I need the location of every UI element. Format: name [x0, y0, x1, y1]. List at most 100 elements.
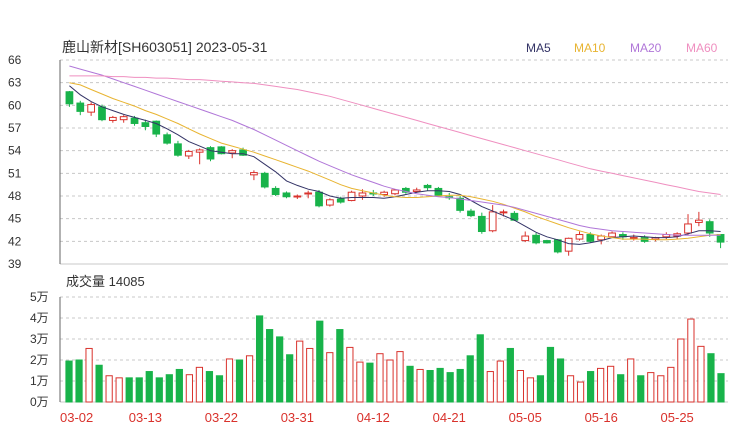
volume-bar [607, 365, 615, 403]
volume-title: 成交量 14085 [66, 274, 145, 289]
volume-bar [396, 351, 404, 403]
moving-average-lines [69, 65, 721, 245]
volume-bar [717, 373, 725, 403]
date-tick-label: 03-13 [129, 410, 162, 425]
volume-bar [627, 358, 635, 403]
volume-bar [486, 371, 494, 403]
volume-bar [215, 375, 224, 403]
volume-bar [677, 338, 685, 403]
volume-bar [356, 361, 364, 403]
candle-body [152, 120, 161, 135]
candle-body [271, 187, 280, 195]
candle-body [684, 223, 692, 234]
volume-bar [255, 315, 264, 403]
candle-body [184, 150, 193, 157]
volume-bar [697, 345, 705, 403]
volume-tick-label: 4万 [30, 311, 49, 325]
volume-bar [165, 374, 173, 403]
candle-body [423, 184, 432, 189]
candle-body [98, 106, 106, 121]
volume-tick-label: 3万 [30, 332, 49, 346]
legend-ma5: MA5 [526, 41, 551, 55]
volume-bar [366, 362, 374, 403]
volume-bar [95, 364, 103, 403]
volume-bar [647, 372, 655, 403]
volume-bar [245, 355, 254, 403]
candle-body [206, 147, 215, 160]
volume-bar [145, 371, 153, 403]
volume-bar [225, 358, 234, 403]
volume-bar [85, 347, 93, 403]
candle-body [434, 187, 443, 196]
volume-bar [576, 381, 585, 403]
volume-bar [617, 374, 625, 403]
volume-axis: 5万 4万 3万 2万 1万 0万 [30, 290, 61, 409]
volume-bar [336, 329, 344, 403]
volume-bar [235, 359, 244, 403]
legend-ma20: MA20 [630, 41, 662, 55]
price-tick-label: 54 [8, 144, 22, 158]
candle-body [347, 191, 356, 202]
candle-body [239, 149, 247, 156]
candle-body [304, 192, 313, 195]
volume-bar [286, 354, 294, 403]
volume-bar [416, 368, 424, 403]
volume-bar [316, 320, 324, 403]
volume-bar [266, 329, 274, 403]
candle-body [477, 215, 486, 233]
volume-bar [556, 358, 565, 403]
volume-bar [536, 375, 545, 403]
date-tick-label: 04-21 [433, 410, 466, 425]
candle-body [76, 102, 85, 112]
date-tick-label: 03-31 [281, 410, 314, 425]
candle-body [380, 191, 389, 195]
volume-tick-label: 2万 [30, 353, 49, 367]
candle-body [282, 192, 291, 198]
price-tick-label: 42 [8, 234, 22, 248]
volume-tick-label: 5万 [30, 290, 49, 304]
legend-ma60: MA60 [686, 41, 718, 55]
price-tick-label: 45 [8, 212, 22, 226]
price-tick-label: 39 [8, 257, 22, 271]
volume-bar [65, 360, 73, 403]
volume-bar [185, 374, 193, 403]
volume-bar [426, 370, 434, 403]
candle-body [250, 172, 258, 176]
candle-body [228, 150, 237, 154]
price-axis: 66 63 60 57 54 51 48 45 42 39 [8, 53, 61, 271]
candle-body [608, 232, 616, 238]
candle-body [195, 149, 204, 153]
candlestick-series [65, 90, 725, 256]
price-tick-label: 51 [8, 166, 22, 180]
candle-body [108, 116, 117, 121]
volume-bar [205, 371, 214, 403]
candle-body [532, 234, 540, 244]
volume-bars [65, 315, 725, 403]
candle-body [705, 221, 714, 234]
volume-bar [476, 334, 484, 403]
volume-bar [195, 366, 204, 403]
volume-tick-label: 0万 [30, 395, 49, 409]
date-axis: 03-02 03-13 03-22 03-31 04-12 04-21 05-05 05-16… [60, 410, 694, 425]
volume-bar [526, 377, 535, 403]
candle-body [358, 192, 367, 197]
candle-body [141, 122, 150, 127]
candle-body [130, 117, 139, 124]
candle-body [456, 197, 464, 211]
candle-body [412, 189, 421, 192]
candle-body [553, 239, 562, 253]
volume-bar [456, 368, 464, 403]
price-tick-label: 66 [8, 53, 22, 67]
candle-body [391, 189, 399, 195]
candle-body [575, 234, 584, 240]
candle-body [499, 211, 508, 214]
date-tick-label: 05-25 [661, 410, 694, 425]
candle-body [260, 172, 269, 188]
candle-body [467, 210, 475, 217]
price-tick-label: 48 [8, 189, 22, 203]
volume-bar [175, 368, 183, 403]
legend: MA5 MA10 MA20 MA60 [526, 41, 718, 55]
volume-bar [566, 375, 575, 403]
candle-body [564, 237, 573, 252]
